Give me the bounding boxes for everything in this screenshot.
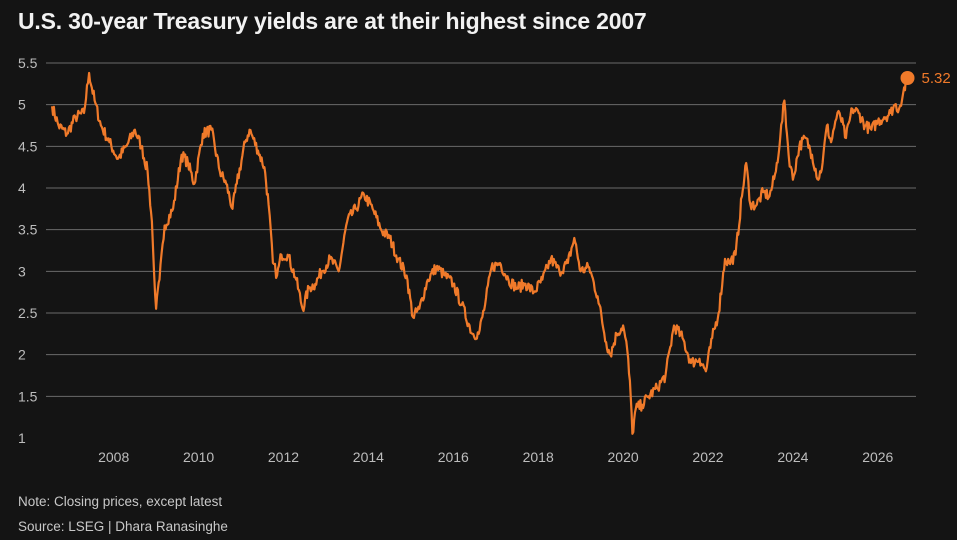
latest-point [900, 71, 915, 85]
y-tick-label: 5.5 [18, 55, 38, 71]
y-tick-label: 3 [18, 263, 26, 279]
y-tick-label: 1.5 [18, 388, 38, 404]
y-tick-label: 2.5 [18, 305, 38, 321]
x-tick-label: 2012 [268, 449, 299, 465]
latest-value-label: 5.32 [922, 70, 951, 87]
x-tick-label: 2014 [353, 449, 384, 465]
x-tick-label: 2010 [183, 449, 214, 465]
y-tick-label: 1 [18, 430, 26, 446]
x-tick-label: 2008 [98, 449, 129, 465]
y-tick-label: 2 [18, 347, 26, 363]
gridlines [46, 62, 916, 397]
x-tick-label: 2024 [777, 449, 808, 465]
line-chart: 1 1.5 2 2.5 3 3.5 4 4.5 5 5.5 2008 2010 2012 2014 201… [18, 55, 951, 465]
y-tick-label: 3.5 [18, 222, 38, 238]
x-tick-label: 2018 [523, 449, 554, 465]
x-tick-label: 2020 [608, 449, 639, 465]
x-tick-label: 2022 [692, 449, 723, 465]
x-axis-ticks: 2008 2010 2012 2014 2016 2018 2020 2022 2024 2026 [98, 449, 893, 465]
x-tick-label: 2016 [438, 449, 469, 465]
y-axis-ticks: 1 1.5 2 2.5 3 3.5 4 4.5 5 5.5 [18, 55, 38, 446]
chart-note: Note: Closing prices, except latest [18, 494, 223, 509]
x-tick-label: 2026 [862, 449, 893, 465]
chart-source: Source: LSEG | Dhara Ranasinghe [18, 519, 228, 534]
yield-line [51, 71, 909, 435]
y-tick-label: 4 [18, 180, 26, 196]
y-tick-label: 4.5 [18, 138, 38, 154]
y-tick-label: 5 [18, 97, 26, 113]
chart-title: U.S. 30-year Treasury yields are at thei… [18, 8, 647, 34]
